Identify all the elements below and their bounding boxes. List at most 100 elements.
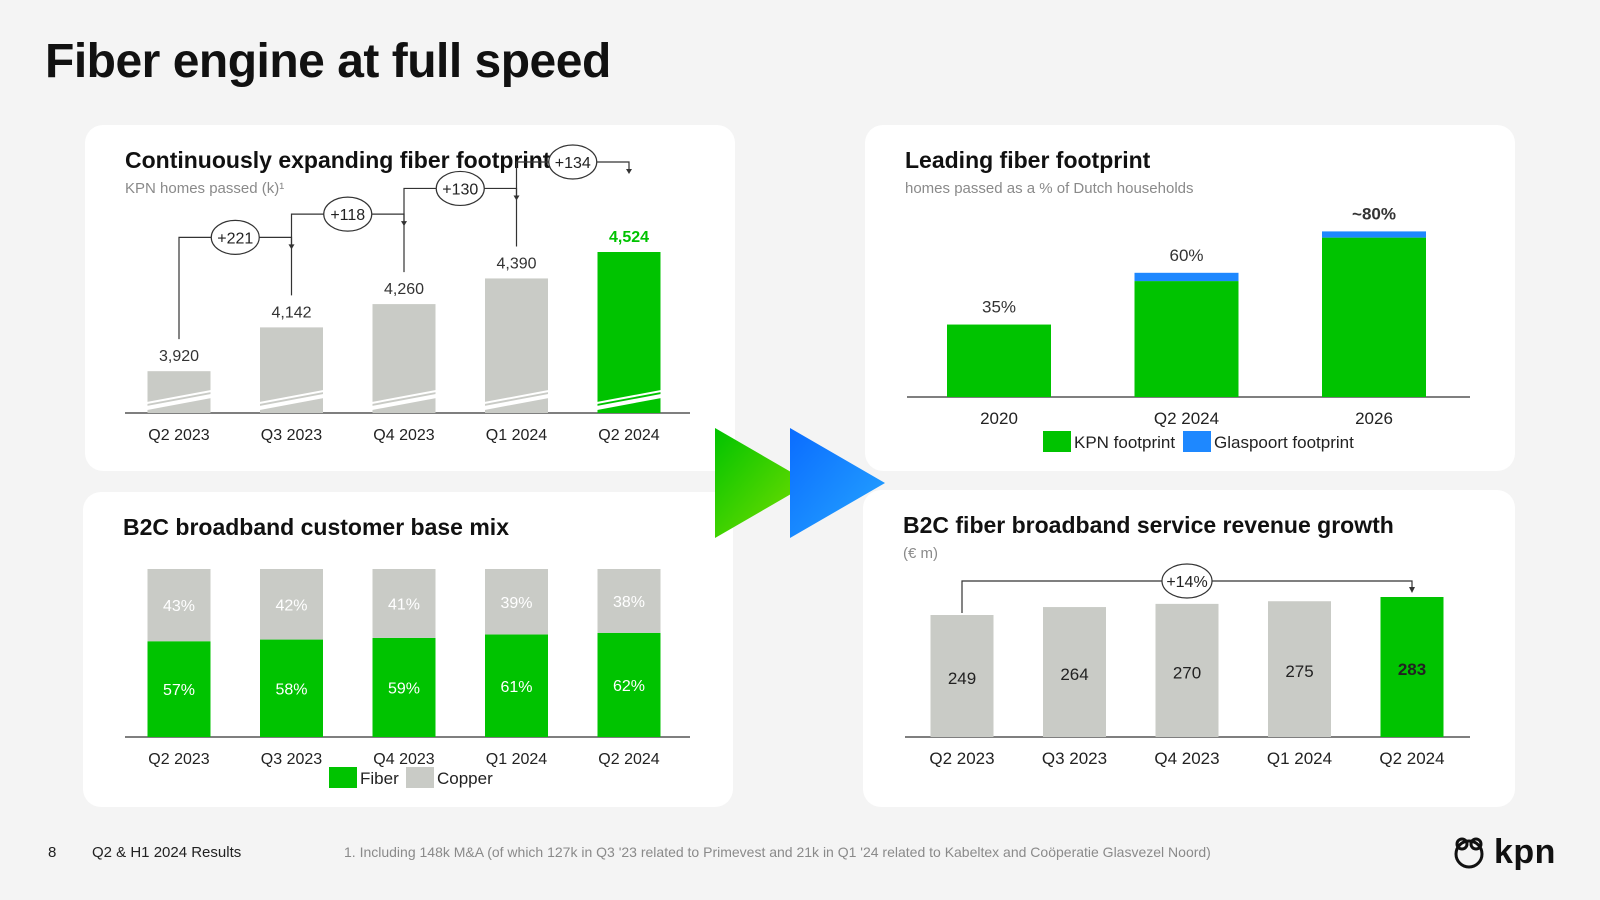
x-tick-label: Q1 2024 [1267, 749, 1332, 768]
increment-label: +130 [442, 181, 478, 198]
increment-connector [596, 161, 630, 170]
segment-label: 41% [388, 596, 420, 613]
axis-break-mark [591, 393, 667, 411]
x-tick-label: Q3 2023 [1042, 749, 1107, 768]
growth-label: +14% [1166, 574, 1207, 591]
segment-label: 62% [613, 678, 645, 695]
x-tick-label: Q1 2024 [486, 427, 547, 444]
bar [1155, 603, 1219, 737]
bar-segment [947, 324, 1051, 397]
x-tick-label: Q4 2023 [373, 751, 434, 768]
data-label: 270 [1173, 663, 1201, 682]
legend-swatch [329, 767, 357, 788]
x-tick-label: Q3 2023 [261, 751, 322, 768]
data-label: 4,260 [384, 281, 424, 298]
x-tick-label: Q2 2024 [598, 751, 659, 768]
increment-connector [484, 187, 518, 197]
panel-subtitle: homes passed as a % of Dutch households [905, 180, 1194, 197]
bar-segment [485, 569, 548, 635]
bar-segment [147, 569, 211, 642]
increment-bubble [323, 196, 373, 232]
segment-label: 42% [275, 597, 307, 614]
segment-label: 43% [163, 598, 195, 615]
logo-text: kpn [1494, 832, 1556, 871]
increment-label: +221 [217, 230, 253, 247]
increment-bubble [210, 219, 260, 255]
axis-break-mark [366, 389, 442, 405]
arrow-head-icon [626, 169, 632, 174]
legend-label: KPN footprint [1074, 433, 1175, 452]
page-number: 8 [48, 844, 57, 861]
kpn-crown-icon [1454, 837, 1484, 869]
panel-leading-footprint: Leading fiber footprint homes passed as … [865, 125, 1515, 471]
axis-break-mark [141, 393, 217, 411]
bar [597, 252, 661, 413]
x-tick-label: Q2 2023 [148, 427, 209, 444]
bar-segment [372, 569, 436, 638]
axis-break-mark [253, 393, 330, 411]
x-tick-label: Q4 2023 [373, 427, 434, 444]
x-tick-label: Q2 2024 [1154, 409, 1219, 428]
bar-segment [147, 641, 211, 737]
panel-revenue-growth: B2C fiber broadband service revenue grow… [863, 490, 1515, 807]
data-label: 275 [1285, 662, 1313, 681]
slide-title: Fiber engine at full speed [45, 35, 611, 88]
bar-segment [372, 637, 436, 737]
growth-connector [1212, 580, 1413, 587]
axis-break-mark [478, 389, 555, 405]
panel-subtitle: KPN homes passed (k)¹ [125, 180, 285, 197]
x-tick-label: 2020 [980, 409, 1018, 428]
segment-label: 57% [163, 682, 195, 699]
legend-label: Glaspoort footprint [1214, 433, 1354, 452]
growth-connector [961, 580, 1162, 613]
leading-footprint-chart: 35% 2020 60% Q2 2024 ~80% 2026 KPN footprint Gl… [907, 204, 1470, 452]
increment-bubble [435, 170, 485, 207]
customer-mix-chart: 57% 43% Q2 2023 58% 42% Q3 2023 59% 41% Q4 2023 6… [125, 569, 690, 788]
total-label: 35% [982, 298, 1016, 317]
play-arrows-icon [715, 428, 885, 538]
data-label: 264 [1060, 665, 1088, 684]
bar [1043, 607, 1106, 737]
increment-label: +134 [555, 155, 591, 172]
data-label: 4,390 [496, 255, 536, 272]
footnote: 1. Including 148k M&A (of which 127k in … [344, 844, 1211, 860]
x-tick-label: Q3 2023 [261, 427, 322, 444]
panel-title: B2C fiber broadband service revenue grow… [903, 512, 1394, 538]
increment-connector [290, 213, 324, 296]
data-label: 249 [948, 669, 976, 688]
increment-bubble [548, 144, 598, 180]
panel-title: B2C broadband customer base mix [123, 514, 509, 540]
legend-label: Copper [437, 769, 493, 788]
deck-title: Q2 & H1 2024 Results [92, 844, 242, 861]
bar [1268, 601, 1331, 737]
axis-break-mark [591, 389, 667, 405]
arrow-head-icon [1409, 587, 1415, 593]
legend-label: Fiber [360, 769, 399, 788]
bar [485, 278, 548, 413]
bar-segment [1134, 272, 1239, 282]
bar-segment [597, 569, 661, 633]
increment-connector [403, 187, 437, 273]
segment-label: 39% [500, 595, 532, 612]
x-tick-label: Q4 2023 [1154, 749, 1219, 768]
x-tick-label: Q2 2024 [598, 427, 659, 444]
data-label: 4,142 [271, 304, 311, 321]
panel-title: Leading fiber footprint [905, 147, 1151, 173]
panel-subtitle: (€ m) [903, 545, 938, 562]
legend-swatch [406, 767, 434, 788]
bar [1380, 597, 1444, 737]
segment-label: 38% [613, 594, 645, 611]
bar-segment [1134, 281, 1239, 397]
growth-bubble [1161, 563, 1213, 599]
panel-title: Continuously expanding fiber footprint [125, 147, 551, 173]
legend-swatch [1183, 431, 1211, 452]
data-label: 4,524 [609, 229, 649, 246]
bar-segment [260, 569, 323, 640]
axis-break-mark [141, 389, 217, 405]
increment-connector [371, 213, 405, 223]
x-tick-label: Q2 2024 [1379, 749, 1444, 768]
data-label: 3,920 [159, 348, 199, 365]
bar-segment [485, 634, 548, 737]
x-tick-label: Q2 2023 [148, 751, 209, 768]
x-tick-label: 2026 [1355, 409, 1393, 428]
